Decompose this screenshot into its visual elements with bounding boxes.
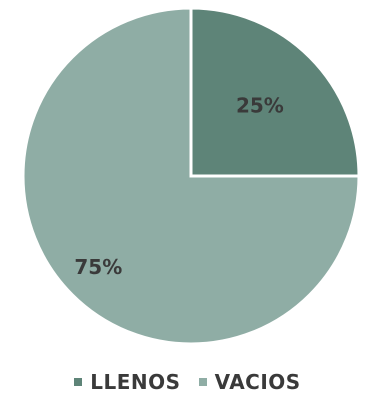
legend-item-vacios: VACIOS bbox=[198, 370, 301, 394]
legend-item-llenos: LLENOS bbox=[74, 370, 180, 394]
chart-legend: LLENOS VACIOS bbox=[0, 370, 375, 394]
legend-swatch-llenos bbox=[74, 378, 83, 386]
pie-slice-label-vacios: 75% bbox=[74, 255, 122, 279]
legend-label-llenos: LLENOS bbox=[90, 370, 181, 394]
pie-slice-vacios bbox=[21, 6, 361, 346]
legend-swatch-vacios bbox=[198, 378, 207, 386]
legend-label-vacios: VACIOS bbox=[214, 370, 301, 394]
pie-slice-label-llenos: 25% bbox=[236, 94, 284, 118]
pie-slices bbox=[21, 6, 361, 346]
pie-slice-llenos bbox=[189, 6, 361, 178]
pie-slice-labels: 25% 75% bbox=[74, 94, 283, 280]
